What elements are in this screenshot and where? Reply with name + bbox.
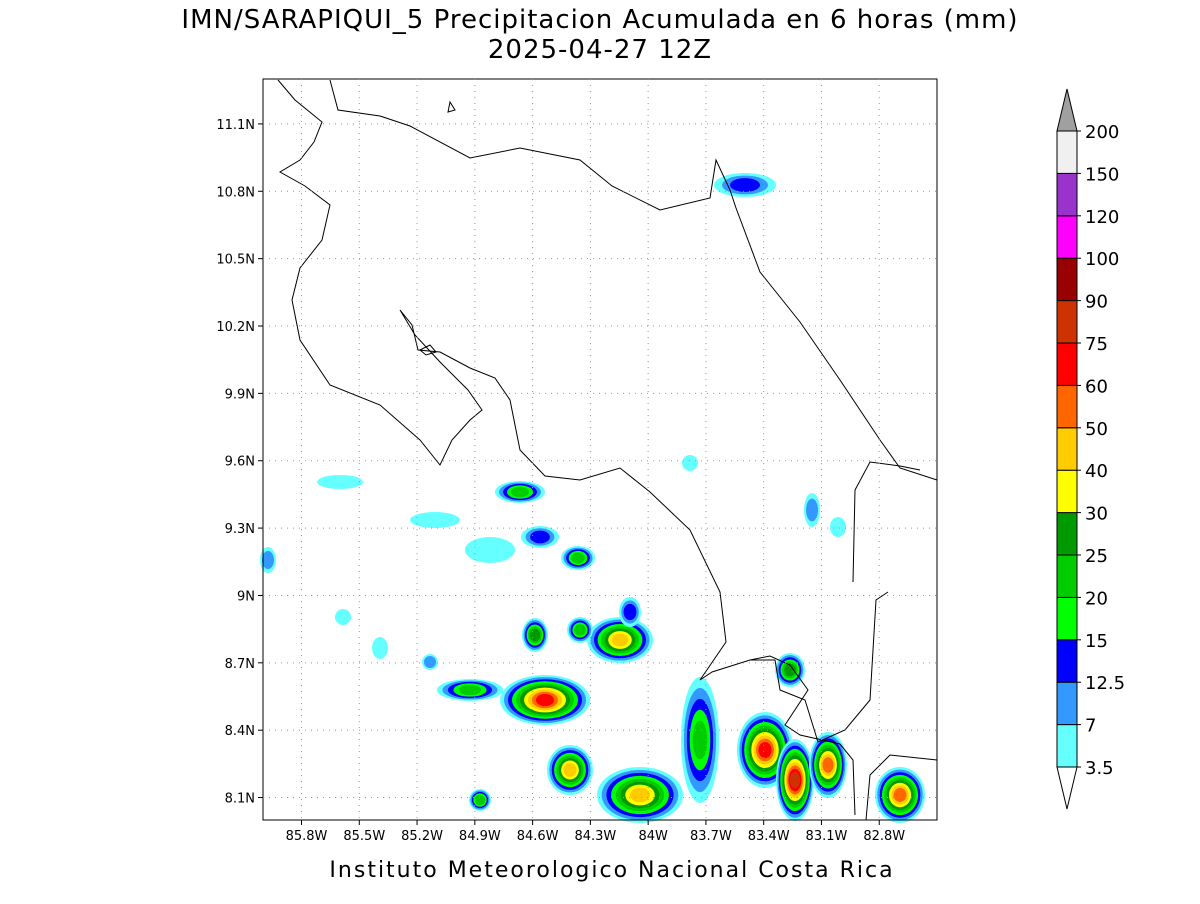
precip-contour	[629, 787, 651, 803]
colorbar-under	[1056, 766, 1078, 810]
colorbar-label: 200	[1085, 122, 1119, 143]
colorbar-label: 30	[1085, 504, 1108, 525]
precip-contour	[474, 794, 486, 806]
y-tick-label: 10.5N	[216, 253, 255, 268]
colorbar-label: 40	[1085, 461, 1108, 482]
colorbar-swatch	[1056, 469, 1078, 514]
colorbar-over	[1056, 88, 1078, 132]
precip-contour	[682, 455, 698, 471]
coastlines	[277, 79, 938, 821]
colorbar-label: 90	[1085, 292, 1108, 313]
y-tick-label: 10.8N	[216, 185, 255, 200]
precip-contour	[571, 552, 585, 564]
colorbar-swatch	[1056, 596, 1078, 641]
subtitle: 2025-04-27 12Z	[488, 35, 712, 65]
precip-contour	[465, 537, 515, 563]
precip-contour	[458, 684, 482, 696]
colorbar-swatch	[1056, 724, 1078, 768]
title: IMN/SARAPIQUI_5 Precipitacion Acumulada …	[181, 5, 1018, 35]
colorbar-swatch	[1056, 257, 1078, 302]
y-tick-label: 8.7N	[225, 657, 255, 672]
precip-contour	[623, 603, 637, 621]
x-tick-label: 83.4W	[748, 829, 790, 844]
precip-contour	[822, 757, 834, 773]
colorbar-label: 50	[1085, 419, 1108, 440]
precip-contour	[893, 788, 907, 802]
precip-contour	[789, 772, 801, 788]
x-tick-label: 85.2W	[401, 829, 443, 844]
y-tick-label: 9.3N	[225, 522, 255, 537]
precip-contour	[730, 178, 760, 192]
x-tick-label: 83.7W	[690, 829, 732, 844]
precip-contour	[317, 475, 363, 489]
precip-contour	[758, 742, 772, 758]
precip-contour	[574, 624, 586, 636]
colorbar-label: 150	[1085, 164, 1119, 185]
precip-contour	[372, 637, 388, 659]
colorbar-label: 3.5	[1085, 758, 1114, 779]
precip-contour	[410, 512, 460, 528]
x-tick-label: 83.1W	[806, 829, 848, 844]
colorbar-label: 7	[1085, 716, 1096, 737]
precip-contour	[563, 763, 577, 777]
colorbar-swatch	[1056, 342, 1078, 386]
precip-contour	[335, 609, 351, 625]
y-tick-label: 10.2N	[216, 320, 255, 335]
x-tick-label: 84.9W	[459, 829, 501, 844]
colorbar-swatch	[1056, 554, 1078, 598]
colorbar-label: 12.5	[1085, 673, 1125, 694]
precip-field	[260, 173, 925, 823]
colorbar-label: 100	[1085, 249, 1119, 270]
y-tick-label: 8.1N	[225, 792, 255, 807]
y-tick-label: 9.6N	[225, 455, 255, 470]
precip-contour	[611, 633, 629, 647]
colorbar-label: 60	[1085, 376, 1108, 397]
precip-contour	[529, 628, 541, 642]
precip-contour	[424, 656, 436, 668]
colorbar-label: 120	[1085, 207, 1119, 228]
colorbar-swatch	[1056, 639, 1078, 683]
colorbar-swatch	[1056, 681, 1078, 726]
precip-contour	[806, 498, 818, 522]
island	[419, 344, 437, 356]
border	[749, 655, 856, 816]
colorbar-swatch	[1056, 172, 1078, 217]
x-tick-label: 85.8W	[286, 829, 328, 844]
precip-contour	[692, 720, 708, 760]
colorbar-swatch	[1056, 215, 1078, 259]
x-tick-label: 84.3W	[574, 829, 616, 844]
precip-contour	[536, 693, 554, 707]
colorbar-label: 75	[1085, 334, 1108, 355]
colorbar-label: 20	[1085, 588, 1108, 609]
colorbar-swatch	[1056, 130, 1078, 174]
colorbar-swatch	[1056, 512, 1078, 556]
x-tick-label: 82.8W	[863, 829, 905, 844]
border	[852, 461, 921, 583]
y-tick-label: 11.1N	[216, 118, 255, 133]
coastline	[329, 79, 938, 481]
precip-contour	[530, 530, 550, 544]
y-tick-label: 9.9N	[225, 387, 255, 402]
colorbar-swatch	[1056, 384, 1078, 429]
coastline	[865, 754, 938, 821]
precip-contour	[784, 663, 796, 677]
colorbar-label: 25	[1085, 546, 1108, 567]
precip-contour	[262, 551, 274, 569]
x-tick-label: 85.5W	[343, 829, 385, 844]
x-tick-label: 84.6W	[517, 829, 559, 844]
colorbar-swatch	[1056, 427, 1078, 471]
x-tick-label: 84W	[638, 829, 668, 844]
y-tick-label: 8.4N	[225, 724, 255, 739]
plot-frame	[262, 78, 938, 821]
colorbar-swatch	[1056, 300, 1078, 344]
colorbar-label: 15	[1085, 631, 1108, 652]
coastline	[277, 79, 889, 743]
precip-contour	[830, 517, 846, 537]
precip-contour	[511, 486, 529, 498]
footer: Instituto Meteorologico Nacional Costa R…	[329, 858, 894, 883]
island	[447, 100, 456, 113]
y-tick-label: 9N	[237, 589, 255, 604]
